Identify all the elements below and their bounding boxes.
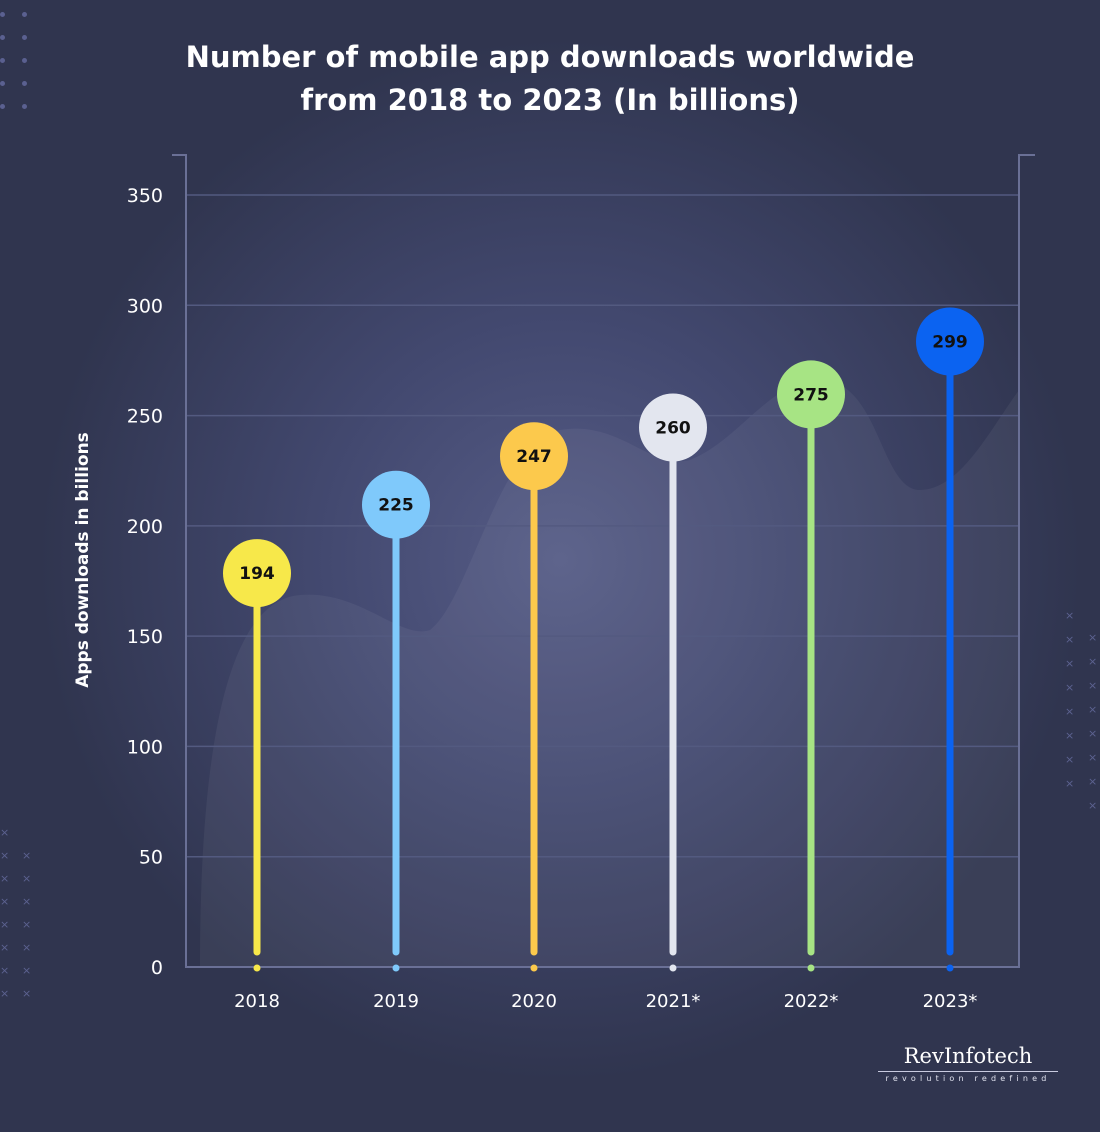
x-axis-dot: [807, 964, 815, 972]
y-tick-label: 200: [127, 516, 163, 538]
brand-logo: RevInfotech revolution redefined: [878, 1043, 1058, 1083]
decor-cross: ×: [1088, 751, 1098, 764]
decor-cross: ×: [22, 895, 32, 908]
lollipop-bubble: [639, 393, 707, 462]
chart-title: Number of mobile app downloads worldwide…: [0, 36, 1100, 122]
decorative-wave-area: [200, 380, 1019, 967]
decor-cross: ×: [0, 918, 10, 931]
decor-cross: ×: [1088, 679, 1098, 692]
data-label: 225: [378, 496, 414, 516]
decor-cross: ×: [1065, 657, 1075, 670]
decor-cross: ×: [0, 872, 10, 885]
decor-cross: ×: [1088, 799, 1098, 812]
y-tick-label: 150: [127, 626, 163, 648]
decor-dot: [22, 12, 27, 17]
decor-cross: ×: [1065, 609, 1075, 622]
y-tick-label: 50: [139, 847, 163, 869]
lollipop-bubble: [777, 360, 845, 429]
x-tick-label: 2020: [511, 991, 557, 1012]
chart-title-line-2: from 2018 to 2023 (In billions): [300, 83, 800, 117]
x-tick-label: 2021*: [646, 991, 701, 1012]
decor-cross: ×: [1088, 655, 1098, 668]
decor-cross: ×: [0, 987, 10, 1000]
plot-frame: [172, 154, 1035, 968]
brand-name: RevInfotech: [903, 1044, 1033, 1068]
chart-title-line-1: Number of mobile app downloads worldwide: [185, 40, 915, 74]
decor-cross: ×: [22, 964, 32, 977]
lollipop-bubble: [500, 422, 568, 491]
decor-dot: [22, 81, 27, 86]
x-tick-label: 2018: [234, 991, 280, 1012]
decor-cross: ×: [0, 826, 10, 839]
decor-cross: ×: [22, 872, 32, 885]
decor-cross: ×: [1065, 777, 1075, 790]
decor-dot: [0, 104, 5, 109]
x-tick-label: 2023*: [923, 991, 978, 1012]
y-tick-label: 300: [127, 295, 163, 317]
decor-cross: ×: [1088, 775, 1098, 788]
y-tick-label: 100: [127, 736, 163, 758]
decor-cross: ×: [1065, 633, 1075, 646]
decor-cross: ×: [22, 987, 32, 1000]
decor-dot: [0, 12, 5, 17]
decor-cross: ×: [1065, 753, 1075, 766]
lollipop-bubble: [223, 539, 291, 608]
decor-cross: ×: [22, 941, 32, 954]
decor-cross: ×: [1088, 703, 1098, 716]
decor-dot: [22, 104, 27, 109]
decor-dot: [22, 58, 27, 63]
decor-dot: [0, 81, 5, 86]
x-axis-dot: [946, 964, 954, 972]
decor-cross: ×: [22, 918, 32, 931]
decor-cross: ×: [1065, 705, 1075, 718]
data-label: 260: [655, 419, 691, 439]
decor-cross: ×: [1065, 681, 1075, 694]
decor-dot: [22, 35, 27, 40]
y-axis-label: Apps downloads in billions: [73, 432, 93, 688]
data-label: 194: [239, 564, 275, 584]
x-axis-dot: [669, 964, 677, 972]
decor-cross: ×: [0, 964, 10, 977]
lollipop-bubble: [362, 470, 430, 539]
x-tick-label: 2019: [373, 991, 419, 1012]
decor-cross: ×: [1065, 729, 1075, 742]
x-axis-dot: [392, 964, 400, 972]
decor-dot: [0, 35, 5, 40]
decor-cross: ×: [1088, 727, 1098, 740]
data-label: 299: [932, 332, 968, 352]
data-label: 247: [516, 447, 552, 467]
y-tick-label: 250: [127, 406, 163, 428]
x-axis-dot: [253, 964, 261, 972]
y-tick-label: 0: [151, 957, 163, 979]
y-tick-label: 350: [127, 185, 163, 207]
decor-dot: [0, 58, 5, 63]
logo-divider: [878, 1071, 1058, 1072]
brand-tagline: revolution redefined: [885, 1074, 1051, 1083]
decor-cross: ×: [0, 895, 10, 908]
decor-cross: ×: [0, 849, 10, 862]
x-tick-label: 2022*: [784, 991, 839, 1012]
lollipop-bubble: [916, 307, 984, 376]
decor-cross: ×: [22, 849, 32, 862]
data-label: 275: [793, 385, 829, 405]
decor-cross: ×: [0, 941, 10, 954]
decor-cross: ×: [1088, 631, 1098, 644]
x-axis-dot: [530, 964, 538, 972]
